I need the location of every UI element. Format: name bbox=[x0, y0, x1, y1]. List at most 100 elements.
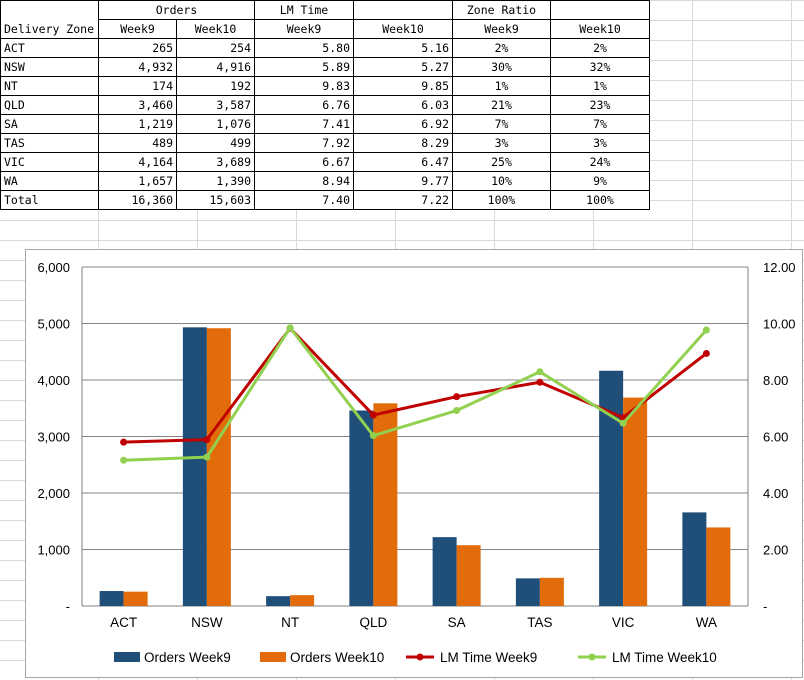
y-right-tick-label: 4.00 bbox=[763, 486, 788, 501]
header-orders: Orders bbox=[98, 0, 255, 20]
value-cell: 8.29 bbox=[353, 133, 453, 153]
value-cell: 15,603 bbox=[176, 190, 255, 210]
value-cell: 1,657 bbox=[98, 171, 177, 191]
bar-orders-week10 bbox=[206, 328, 231, 606]
value-cell: 6.47 bbox=[353, 152, 453, 172]
bar-orders-week9 bbox=[182, 327, 207, 606]
value-cell: 1,390 bbox=[176, 171, 255, 191]
point-lm-week10 bbox=[619, 419, 627, 427]
bar-orders-week9 bbox=[266, 596, 291, 606]
legend-swatch bbox=[260, 652, 286, 662]
point-lm-week9 bbox=[120, 438, 128, 446]
y-left-tick-label: 6,000 bbox=[37, 260, 70, 275]
value-cell: 21% bbox=[452, 95, 551, 115]
zone-cell: NT bbox=[0, 76, 99, 96]
y-left-tick-label: 4,000 bbox=[37, 373, 70, 388]
line-lm-time-week10 bbox=[123, 326, 708, 462]
header-lm-time-empty bbox=[353, 0, 453, 20]
y-right-tick-label: 8.00 bbox=[763, 373, 788, 388]
value-cell: 7% bbox=[550, 114, 650, 134]
legend-label: LM Time Week10 bbox=[612, 650, 717, 665]
value-cell: 16,360 bbox=[98, 190, 177, 210]
value-cell: 5.89 bbox=[254, 57, 354, 77]
table-row: NSW 4,932 4,916 5.89 5.27 30% 32% bbox=[0, 57, 650, 77]
value-cell: 32% bbox=[550, 57, 650, 77]
table-row: QLD 3,460 3,587 6.76 6.03 21% 23% bbox=[0, 95, 650, 115]
value-cell: 1,076 bbox=[176, 114, 255, 134]
point-lm-week9 bbox=[702, 349, 710, 357]
bar-orders-week10 bbox=[290, 595, 315, 606]
value-cell: 1% bbox=[550, 76, 650, 96]
value-cell: 6.03 bbox=[353, 95, 453, 115]
bar-orders-week10 bbox=[123, 591, 148, 606]
line-lm-time-week9 bbox=[123, 326, 708, 444]
value-cell: 30% bbox=[452, 57, 551, 77]
zone-cell: WA bbox=[0, 171, 99, 191]
value-cell: 3,587 bbox=[176, 95, 255, 115]
point-lm-week9 bbox=[453, 393, 461, 401]
x-tick-label: NT bbox=[281, 615, 299, 630]
point-lm-week10 bbox=[369, 432, 377, 440]
header-lm-time: LM Time bbox=[254, 0, 354, 20]
value-cell: 2% bbox=[550, 38, 650, 58]
header-week: Week9 bbox=[254, 19, 354, 39]
value-cell: 174 bbox=[98, 76, 177, 96]
bar-orders-week9 bbox=[99, 591, 124, 606]
value-cell: 7.92 bbox=[254, 133, 354, 153]
value-cell: 100% bbox=[452, 190, 551, 210]
value-cell: 7% bbox=[452, 114, 551, 134]
value-cell: 8.94 bbox=[254, 171, 354, 191]
y-right-tick-label: 10.00 bbox=[763, 317, 796, 332]
zone-cell: QLD bbox=[0, 95, 99, 115]
x-tick-label: WA bbox=[696, 615, 717, 630]
point-lm-week10 bbox=[536, 368, 544, 376]
header-delivery-zone: Delivery Zone bbox=[0, 19, 99, 39]
point-lm-week10 bbox=[453, 407, 461, 415]
header-group-row: Orders LM Time Zone Ratio bbox=[0, 0, 650, 20]
table-row: ACT 265 254 5.80 5.16 2% 2% bbox=[0, 38, 650, 58]
header-zone-ratio-empty bbox=[550, 0, 650, 20]
value-cell: 1% bbox=[452, 76, 551, 96]
value-cell: 6.76 bbox=[254, 95, 354, 115]
x-tick-label: SA bbox=[448, 615, 466, 630]
zone-cell: ACT bbox=[0, 38, 99, 58]
value-cell: 5.80 bbox=[254, 38, 354, 58]
table-row: WA 1,657 1,390 8.94 9.77 10% 9% bbox=[0, 171, 650, 191]
value-cell: 1,219 bbox=[98, 114, 177, 134]
value-cell: 23% bbox=[550, 95, 650, 115]
header-week-row: Delivery Zone Week9 Week10 Week9 Week10 … bbox=[0, 19, 650, 39]
value-cell: 6.67 bbox=[254, 152, 354, 172]
header-week: Week9 bbox=[452, 19, 551, 39]
table-row: Total 16,360 15,603 7.40 7.22 100% 100% bbox=[0, 190, 650, 210]
zone-cell: VIC bbox=[0, 152, 99, 172]
point-lm-week10 bbox=[120, 456, 128, 464]
point-lm-week10 bbox=[203, 453, 211, 461]
value-cell: 265 bbox=[98, 38, 177, 58]
value-cell: 499 bbox=[176, 133, 255, 153]
header-week: Week10 bbox=[176, 19, 255, 39]
header-week: Week9 bbox=[98, 19, 177, 39]
y-right-tick-label: - bbox=[763, 599, 767, 614]
value-cell: 9.85 bbox=[353, 76, 453, 96]
value-cell: 24% bbox=[550, 152, 650, 172]
value-cell: 100% bbox=[550, 190, 650, 210]
header-week: Week10 bbox=[353, 19, 453, 39]
value-cell: 7.40 bbox=[254, 190, 354, 210]
value-cell: 192 bbox=[176, 76, 255, 96]
y-right-tick-label: 2.00 bbox=[763, 543, 788, 558]
value-cell: 3,689 bbox=[176, 152, 255, 172]
y-left-tick-label: 1,000 bbox=[37, 543, 70, 558]
table-row: VIC 4,164 3,689 6.67 6.47 25% 24% bbox=[0, 152, 650, 172]
value-cell: 3,460 bbox=[98, 95, 177, 115]
y-left-tick-label: 3,000 bbox=[37, 430, 70, 445]
y-left-tick-label: 5,000 bbox=[37, 317, 70, 332]
x-tick-label: TAS bbox=[527, 615, 552, 630]
chart-area[interactable]: - - 1,000 2.00 2,000 4.00 3,000 6.00 4,000 8.00 5,… bbox=[25, 249, 803, 678]
value-cell: 4,916 bbox=[176, 57, 255, 77]
zone-cell: Total bbox=[0, 190, 99, 210]
bar-orders-week10 bbox=[539, 577, 564, 606]
bar-orders-week10 bbox=[456, 545, 481, 606]
zone-cell: SA bbox=[0, 114, 99, 134]
value-cell: 3% bbox=[452, 133, 551, 153]
x-tick-label: VIC bbox=[612, 615, 635, 630]
